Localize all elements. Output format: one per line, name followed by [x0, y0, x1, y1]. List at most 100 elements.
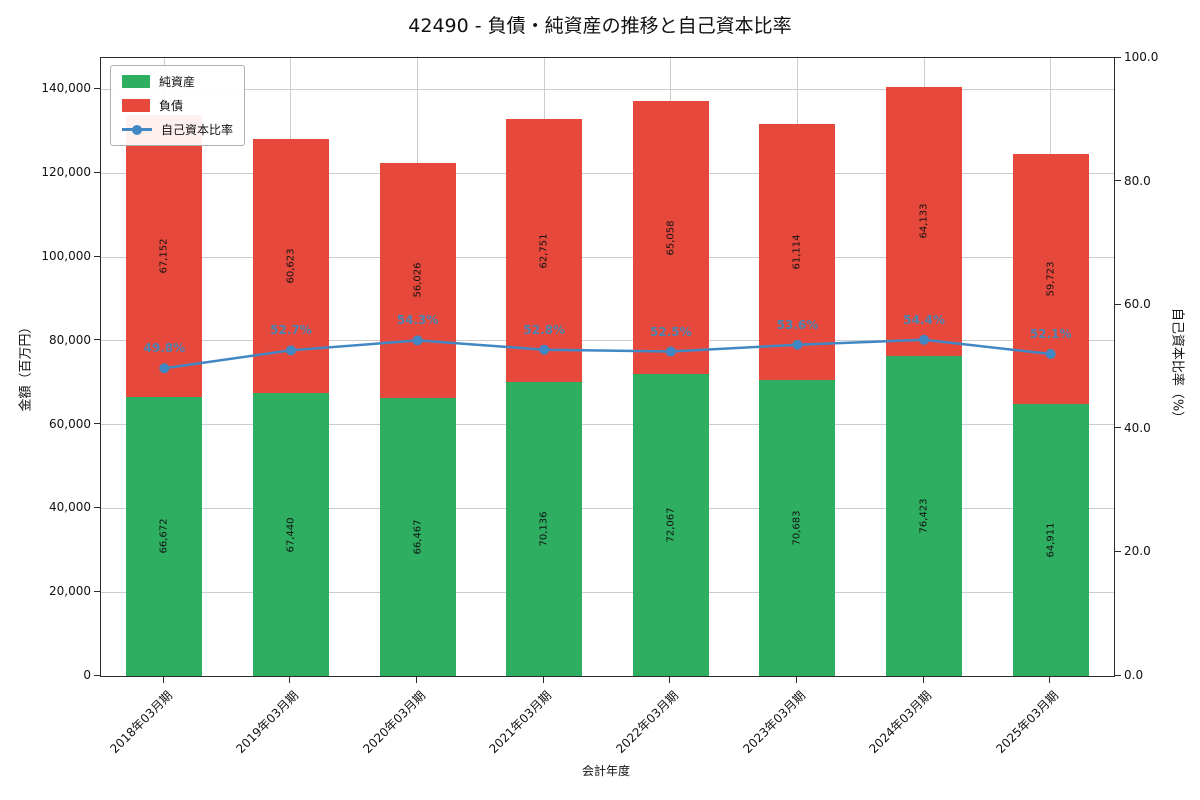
net-assets-bar — [506, 382, 583, 676]
liabilities-bar — [632, 101, 709, 375]
y-axis-tick-label: 140,000 — [41, 81, 91, 96]
x-axis-tick-text: 2019年03月期 — [233, 688, 302, 757]
legend: 純資産 負債 自己資本比率 — [110, 65, 246, 146]
liabilities-bar — [379, 162, 456, 398]
equity-ratio-value-label: 52.8% — [523, 322, 566, 337]
liabilities-bar — [759, 123, 836, 380]
equity-ratio-value-label: 52.7% — [270, 323, 312, 338]
y-axis-tick-label: 120,000 — [41, 165, 91, 180]
equity-ratio-value-label: 54.3% — [396, 313, 439, 328]
net-assets-bar — [126, 396, 203, 676]
legend-item-net-assets: 純資産 — [122, 73, 233, 90]
net-assets-bar — [379, 397, 456, 676]
plot-area: 純資産 負債 自己資本比率 66,672 67,152 67,440 60,623 66… — [100, 57, 1115, 677]
equity-ratio-value-label: 49.8% — [143, 341, 186, 356]
right-axis-tick-label: 40.0 — [1124, 420, 1151, 435]
equity-ratio-marker — [285, 345, 296, 356]
y-axis-tick-label: 100,000 — [41, 249, 91, 264]
x-axis-tick-text: 2021年03月期 — [486, 688, 555, 757]
equity-ratio-legend-line — [122, 124, 152, 135]
equity-ratio-value-label: 52.1% — [1029, 327, 1072, 342]
y-axis-label-right: 自己資本比率（%） — [1169, 307, 1185, 425]
y-axis-tick-label: 40,000 — [49, 500, 91, 515]
y-axis-tick — [94, 339, 100, 341]
equity-ratio-marker — [919, 334, 930, 345]
equity-ratio-marker — [412, 335, 423, 346]
x-axis-tick — [795, 677, 797, 683]
horizontal-gridline — [101, 591, 1114, 593]
liabilities-bar — [126, 115, 203, 397]
equity-ratio-line — [159, 334, 1056, 374]
y-axis-tick — [94, 171, 100, 173]
x-axis-label: 会計年度 — [581, 764, 631, 778]
equity-ratio-marker — [1045, 349, 1056, 360]
legend-item-equity-ratio: 自己資本比率 — [122, 121, 233, 138]
x-axis-tick — [669, 677, 671, 683]
horizontal-gridline — [101, 256, 1114, 258]
legend-item-liabilities: 負債 — [122, 97, 233, 114]
right-axis-tick — [1115, 56, 1121, 58]
horizontal-gridline — [101, 340, 1114, 342]
x-axis-tick-text: 2025年03月期 — [993, 688, 1062, 757]
right-axis-tick — [1115, 550, 1121, 552]
liabilities-bar — [886, 87, 963, 356]
x-axis-tick-text: 2023年03月期 — [740, 688, 808, 757]
liabilities-bar — [1012, 153, 1089, 405]
x-axis-tick — [922, 677, 924, 683]
x-axis-tick-text: 2024年03月期 — [866, 688, 935, 757]
x-axis-tick-text: 2020年03月期 — [360, 688, 428, 757]
net-assets-legend-label: 純資産 — [159, 75, 196, 89]
net-assets-legend-swatch — [122, 75, 150, 88]
y-axis-label-left: 金額（百万円） — [18, 320, 34, 412]
net-assets-bar — [632, 374, 709, 676]
liabilities-legend-swatch — [122, 99, 150, 112]
right-axis-tick-label: 80.0 — [1124, 173, 1151, 188]
horizontal-gridline — [101, 424, 1114, 426]
x-axis-tick — [289, 677, 291, 683]
y-axis-tick — [94, 87, 100, 89]
x-axis-tick — [416, 677, 418, 683]
equity-ratio-value-label: 53.6% — [776, 317, 819, 332]
x-axis-tick — [162, 677, 164, 683]
x-axis-tick — [1049, 677, 1051, 683]
right-axis-tick-label: 20.0 — [1124, 544, 1151, 559]
x-axis-tick-text: 2022年03月期 — [613, 688, 682, 757]
equity-ratio-marker — [159, 363, 170, 374]
y-axis-tick — [94, 674, 100, 676]
right-axis-tick-label: 60.0 — [1124, 297, 1151, 312]
right-axis-tick-label: 0.0 — [1124, 668, 1144, 682]
right-axis-tick — [1115, 303, 1121, 305]
y-axis-tick-label: 60,000 — [49, 416, 91, 431]
right-axis-tick-label: 100.0 — [1124, 50, 1159, 64]
x-axis-tick — [542, 677, 544, 683]
horizontal-gridline — [101, 88, 1114, 90]
net-assets-bar — [1012, 404, 1089, 676]
y-axis-tick-label: 80,000 — [49, 332, 91, 347]
net-assets-bar — [886, 355, 963, 676]
net-assets-bar — [252, 393, 329, 676]
equity-ratio-marker — [665, 346, 676, 357]
y-axis-tick-label: 20,000 — [49, 584, 91, 599]
horizontal-gridline — [101, 172, 1114, 174]
right-axis-tick — [1115, 180, 1121, 182]
chart-title: 42490 - 負債・純資産の推移と自己資本比率 — [408, 15, 792, 37]
liabilities-bar — [506, 119, 583, 383]
x-axis-tick-text: 2018年03月期 — [106, 688, 175, 757]
y-axis-tick — [94, 506, 100, 508]
equity-ratio-marker — [539, 344, 550, 355]
equity-ratio-legend-label: 自己資本比率 — [161, 123, 234, 137]
right-axis-tick — [1115, 427, 1121, 429]
y-axis-tick — [94, 590, 100, 592]
equity-ratio-legend-marker — [132, 124, 142, 135]
net-assets-bar — [759, 379, 836, 676]
liabilities-legend-label: 負債 — [159, 99, 184, 113]
y-axis-tick — [94, 255, 100, 257]
horizontal-gridline — [101, 507, 1114, 509]
y-axis-tick-label: 0 — [83, 668, 91, 682]
equity-ratio-value-label: 52.5% — [649, 324, 692, 339]
y-axis-tick — [94, 423, 100, 425]
equity-ratio-marker — [792, 339, 803, 350]
right-axis-tick — [1115, 674, 1121, 676]
equity-ratio-value-label: 54.4% — [903, 312, 945, 327]
